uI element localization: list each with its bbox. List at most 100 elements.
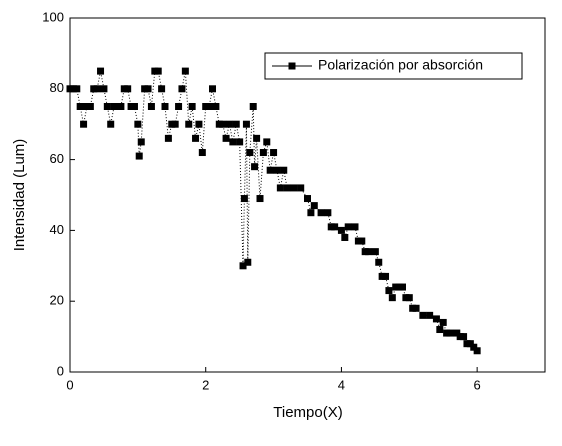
- data-point: [365, 248, 373, 256]
- data-point: [446, 329, 454, 337]
- data-point: [337, 226, 345, 234]
- data-point: [97, 67, 105, 75]
- data-point: [76, 103, 84, 110]
- data-point: [246, 149, 254, 157]
- data-point: [175, 103, 183, 110]
- data-point: [317, 209, 325, 217]
- data-point: [107, 120, 115, 128]
- data-point: [412, 304, 420, 312]
- data-point: [470, 343, 478, 351]
- x-axis-label: Tiempo(X): [273, 404, 342, 421]
- data-point: [225, 120, 233, 128]
- data-point: [239, 262, 247, 270]
- plot-frame: [69, 17, 546, 373]
- data-point: [453, 329, 461, 337]
- x-tick-label: 2: [202, 377, 209, 392]
- data-point: [236, 138, 244, 146]
- data-point: [439, 318, 447, 326]
- data-point: [399, 283, 406, 291]
- data-point: [178, 85, 186, 93]
- data-point: [103, 103, 111, 110]
- data-point: [263, 138, 271, 146]
- data-point: [147, 103, 155, 110]
- y-tick-label: 40: [50, 222, 64, 237]
- data-point: [130, 103, 138, 110]
- data-point: [405, 294, 413, 302]
- data-point: [240, 195, 248, 203]
- data-point: [276, 184, 284, 192]
- data-point: [188, 103, 196, 110]
- data-point: [219, 120, 227, 128]
- data-point: [249, 103, 257, 110]
- data-point: [185, 120, 193, 128]
- data-point: [135, 152, 143, 160]
- data-point: [388, 294, 396, 302]
- x-tick-label: 0: [66, 377, 73, 392]
- data-point: [432, 315, 440, 323]
- data-point: [124, 85, 132, 93]
- data-point: [358, 237, 366, 245]
- x-tick-label: 6: [474, 377, 481, 392]
- y-tick-label: 100: [42, 9, 64, 24]
- data-point: [198, 149, 206, 157]
- data-point: [266, 166, 274, 174]
- data-point: [164, 134, 172, 142]
- y-tick-label: 60: [50, 151, 64, 166]
- data-point: [426, 311, 434, 319]
- data-point: [154, 67, 162, 75]
- data-point: [341, 233, 349, 241]
- data-point: [297, 184, 305, 192]
- data-point: [371, 248, 379, 256]
- data-point: [273, 166, 281, 174]
- data-point: [324, 209, 332, 217]
- data-point: [181, 67, 189, 75]
- data-point: [310, 202, 318, 210]
- data-point: [158, 85, 166, 93]
- data-point: [351, 223, 359, 231]
- data-point: [209, 85, 216, 93]
- data-point: [100, 85, 108, 93]
- data-point: [251, 163, 259, 171]
- y-tick-label: 20: [50, 293, 64, 308]
- data-point: [222, 134, 230, 142]
- data-point: [385, 287, 393, 295]
- data-point: [419, 311, 427, 319]
- data-point: [253, 134, 261, 142]
- data-point: [171, 120, 179, 128]
- data-point: [137, 138, 145, 146]
- data-point: [244, 258, 252, 266]
- legend-label: Polarización por absorción: [318, 57, 483, 73]
- data-point: [232, 120, 240, 128]
- data-point: [307, 209, 315, 217]
- data-point: [382, 272, 390, 280]
- data-point: [93, 85, 101, 93]
- y-tick-label: 80: [50, 80, 64, 95]
- data-point: [436, 326, 444, 334]
- y-axis-label: Intensidad (Lum): [11, 139, 28, 252]
- data-point: [256, 195, 264, 203]
- data-point: [192, 134, 200, 142]
- y-tick-label: 0: [57, 363, 64, 378]
- data-point: [304, 195, 311, 203]
- data-point: [270, 149, 278, 157]
- data-point: [460, 333, 468, 341]
- data-point: [229, 138, 237, 146]
- data-point: [134, 120, 142, 128]
- data-point: [344, 223, 352, 231]
- data-point: [290, 184, 298, 192]
- data-point: [466, 340, 474, 348]
- x-tick-label: 4: [338, 377, 345, 392]
- data-point: [212, 103, 220, 110]
- data-point: [73, 85, 81, 93]
- data-point: [242, 120, 250, 128]
- legend-marker: [288, 62, 296, 70]
- data-point: [375, 258, 383, 266]
- data-point: [161, 103, 169, 110]
- data-point: [86, 103, 94, 110]
- data-point: [80, 120, 88, 128]
- data-point: [259, 149, 267, 157]
- data-point: [473, 347, 481, 355]
- data-point: [117, 103, 125, 110]
- data-point: [205, 103, 213, 110]
